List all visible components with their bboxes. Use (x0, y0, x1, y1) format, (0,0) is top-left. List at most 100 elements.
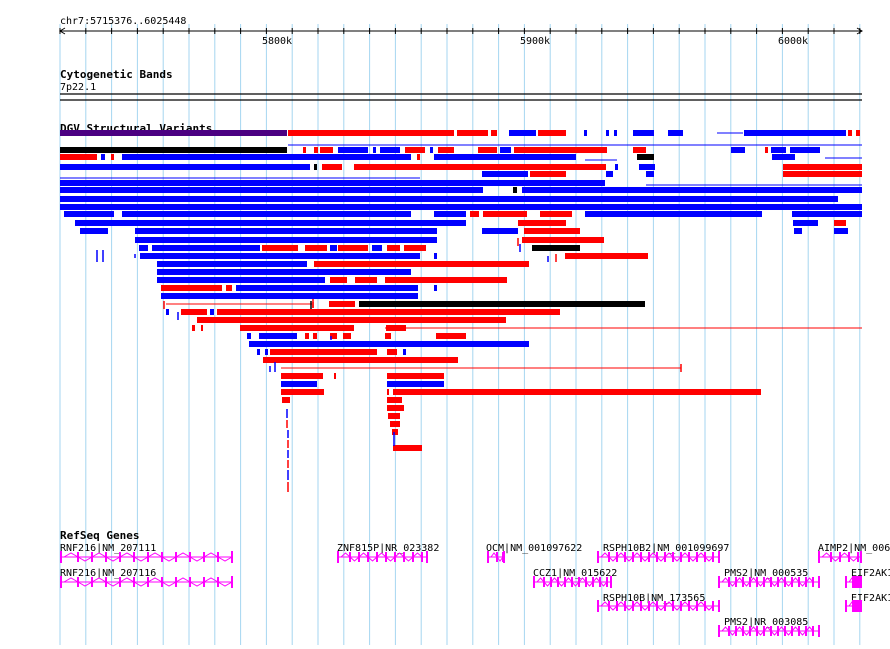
cytoband-track[interactable]: Cytogenetic Bands 7p22.1 (60, 68, 862, 101)
variant-9[interactable] (633, 130, 654, 136)
variant-89[interactable] (434, 253, 437, 259)
variant-18[interactable] (338, 147, 368, 153)
variant-10[interactable] (668, 130, 683, 136)
variant-134[interactable] (281, 389, 324, 395)
gene-label-eif2ak1-a[interactable]: EIF2AK1 (851, 568, 890, 579)
variant-12[interactable] (848, 130, 852, 136)
variant-56[interactable] (60, 196, 838, 202)
variant-38[interactable] (637, 154, 654, 160)
gene-eif2ak1-b-block[interactable] (852, 600, 862, 612)
variant-95[interactable] (330, 277, 347, 283)
variant-52[interactable] (60, 180, 605, 186)
variant-109[interactable] (197, 317, 506, 323)
variant-107[interactable] (210, 309, 214, 315)
variant-96[interactable] (355, 277, 377, 283)
variant-111[interactable] (201, 325, 203, 331)
variant-35[interactable] (122, 154, 411, 160)
variant-68[interactable] (793, 220, 818, 226)
gene-label-pms2-nm000535[interactable]: PMS2|NM_000535 (724, 568, 808, 579)
variant-39[interactable] (772, 154, 795, 160)
variant-4[interactable] (509, 130, 536, 136)
variant-98[interactable] (161, 285, 222, 291)
variant-77[interactable] (522, 237, 604, 243)
variant-30[interactable] (771, 147, 786, 153)
variant-3[interactable] (491, 130, 497, 136)
variant-100[interactable] (236, 285, 418, 291)
variant-24[interactable] (478, 147, 497, 153)
variant-60[interactable] (434, 211, 466, 217)
variant-43[interactable] (354, 164, 606, 170)
variant-26[interactable] (514, 147, 607, 153)
variant-102[interactable] (161, 293, 418, 299)
variant-66[interactable] (75, 220, 466, 226)
variant-7[interactable] (606, 130, 609, 136)
gene-pms2-nr003085[interactable] (718, 625, 820, 637)
variant-82[interactable] (330, 245, 337, 251)
variant-121[interactable] (436, 333, 466, 339)
variant-116[interactable] (305, 333, 309, 339)
variant-40[interactable] (60, 164, 310, 170)
gene-ocm[interactable] (487, 551, 505, 563)
variant-73[interactable] (524, 228, 580, 234)
gene-label-rsph10b[interactable]: RSPH10B|NM_173565 (603, 593, 705, 604)
variant-55[interactable] (522, 187, 862, 193)
variant-83[interactable] (338, 245, 368, 251)
variant-94[interactable] (157, 277, 325, 283)
gene-rsph10b[interactable] (597, 600, 720, 612)
variant-76[interactable] (135, 237, 437, 243)
refseq-track[interactable]: RefSeq Genes RNF216|NM_207111 RNF216|NM_… (60, 529, 890, 637)
variant-1[interactable] (288, 130, 454, 136)
gene-eif2ak1-a-block[interactable] (852, 576, 862, 588)
variant-81[interactable] (305, 245, 327, 251)
gene-rnf216-nm207116[interactable] (60, 576, 233, 588)
variant-75[interactable] (834, 228, 848, 234)
variant-84[interactable] (372, 245, 382, 251)
variant-138[interactable] (387, 397, 402, 403)
variant-33[interactable] (101, 154, 105, 160)
gene-label-eif2ak1-b[interactable]: EIF2AK1 (851, 593, 890, 604)
variant-112[interactable] (240, 325, 354, 331)
variant-61[interactable] (470, 211, 479, 217)
variant-51[interactable] (783, 171, 862, 177)
variant-50[interactable] (646, 171, 654, 177)
variant-143[interactable] (393, 445, 422, 451)
variant-17[interactable] (320, 147, 333, 153)
variant-135[interactable] (387, 389, 389, 395)
variant-22[interactable] (430, 147, 433, 153)
variant-45[interactable] (639, 164, 655, 170)
variant-16[interactable] (314, 147, 318, 153)
variant-136[interactable] (393, 389, 761, 395)
variant-27[interactable] (633, 147, 646, 153)
variant-37[interactable] (434, 154, 576, 160)
variant-23[interactable] (438, 147, 454, 153)
variant-29[interactable] (765, 147, 768, 153)
variant-128[interactable] (263, 357, 458, 363)
variant-80[interactable] (262, 245, 298, 251)
variant-47[interactable] (482, 171, 528, 177)
variant-140[interactable] (388, 413, 400, 419)
variant-71[interactable] (135, 228, 437, 234)
variant-101[interactable] (434, 285, 437, 291)
variant-127[interactable] (403, 349, 406, 355)
variant-31[interactable] (790, 147, 820, 153)
variant-87[interactable] (532, 245, 580, 251)
variant-129[interactable] (281, 373, 323, 379)
variant-15[interactable] (303, 147, 306, 153)
variant-123[interactable] (257, 349, 260, 355)
variant-19[interactable] (373, 147, 376, 153)
variant-36[interactable] (417, 154, 420, 160)
variant-85[interactable] (387, 245, 400, 251)
variant-70[interactable] (80, 228, 108, 234)
variant-58[interactable] (64, 211, 114, 217)
gene-label-ocm[interactable]: OCM|NM_001097622 (486, 543, 582, 554)
variant-69[interactable] (834, 220, 846, 226)
gene-rsph10b2[interactable] (597, 551, 720, 563)
variant-103[interactable] (329, 301, 355, 307)
variant-34[interactable] (111, 154, 114, 160)
variant-78[interactable] (139, 245, 148, 251)
variant-110[interactable] (192, 325, 195, 331)
variant-48[interactable] (530, 171, 566, 177)
variant-44[interactable] (615, 164, 618, 170)
variant-122[interactable] (249, 341, 529, 347)
